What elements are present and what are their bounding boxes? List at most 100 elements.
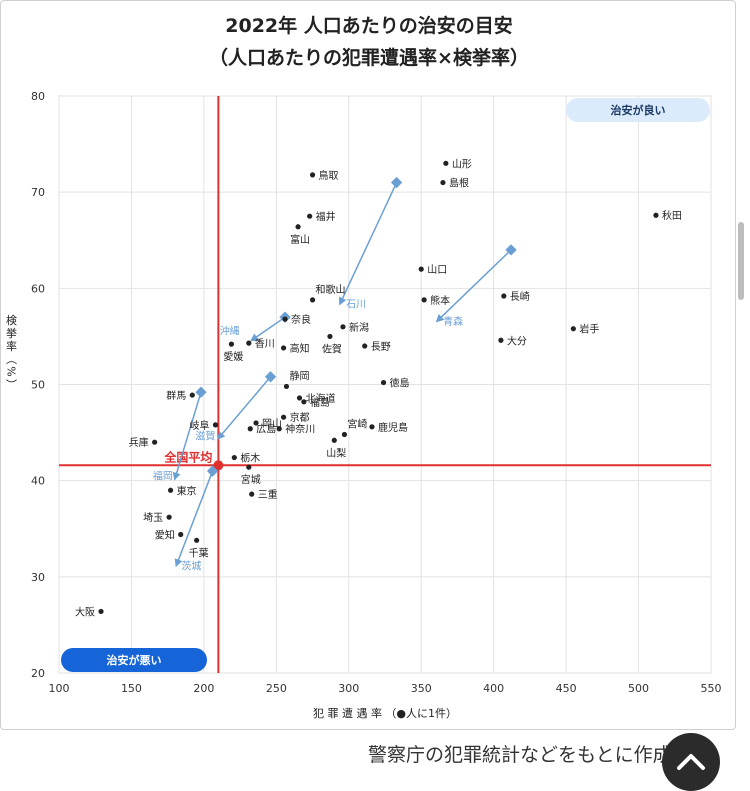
moved-prefecture-label: 茨城: [181, 559, 201, 572]
prefecture-label: 熊本: [430, 294, 450, 307]
x-tick-label: 100: [49, 682, 70, 695]
prefecture-point: [296, 395, 303, 401]
prefecture-label: 岡山: [262, 418, 282, 430]
prefecture-point: [178, 531, 184, 538]
prefecture-point: [212, 422, 219, 428]
prefecture-point: [309, 297, 316, 303]
prefecture-point: [331, 437, 337, 443]
prefecture-label: 和歌山: [316, 283, 346, 296]
previous-position-marker: [195, 386, 207, 398]
previous-position-marker: [206, 465, 219, 477]
prefecture-point: [246, 340, 252, 346]
prefecture-label: 大阪: [75, 605, 95, 618]
prefecture-label: 高知: [290, 342, 310, 355]
prefecture-point: [247, 426, 253, 432]
prefecture-label: 富山: [290, 233, 310, 246]
prefecture-point: [380, 379, 387, 386]
prefecture-label: 長崎: [510, 290, 530, 303]
prefecture-label: 島根: [449, 177, 469, 190]
prefecture-label: 山口: [427, 264, 447, 276]
y-tick-label: 30: [31, 571, 45, 584]
prefecture-point: [443, 160, 449, 166]
average-point: [213, 460, 224, 471]
prefecture-point: [301, 399, 307, 405]
previous-position-marker: [505, 244, 517, 256]
scatter-plot: 100 150 200 250 300 350 400 450 500 550 20 30 40 50 60…: [5, 90, 722, 720]
prefecture-label: 長野: [371, 341, 391, 353]
prefecture-label: 三重: [258, 488, 278, 501]
prefecture-point: [498, 337, 504, 343]
chevron-up-icon: [677, 754, 705, 770]
movement-arrow: [217, 376, 272, 440]
bad-quadrant-badge: [61, 648, 207, 672]
movement-arrow: [174, 470, 214, 568]
movement-arrow: [338, 182, 398, 306]
prefecture-label: 千葉: [189, 546, 209, 559]
prefecture-point: [295, 224, 301, 230]
x-tick-label: 450: [556, 682, 577, 695]
x-tick-label: 300: [338, 682, 359, 695]
prefecture-point: [231, 454, 237, 461]
prefecture-point: [282, 316, 288, 322]
prefecture-label: 北海道: [306, 392, 336, 405]
prefecture-point: [98, 608, 104, 615]
prefecture-label: 東京: [177, 484, 197, 497]
prefecture-label: 群馬: [166, 389, 186, 402]
prefecture-label: 香川: [255, 338, 275, 350]
y-tick-label: 80: [31, 90, 45, 103]
prefecture-label: 鳥取: [319, 169, 339, 182]
prefecture-point: [369, 424, 375, 430]
x-tick-label: 350: [411, 682, 432, 695]
good-quadrant-badge: [566, 98, 710, 122]
previous-position-marker: [264, 371, 277, 383]
x-tick-label: 550: [701, 682, 722, 695]
x-tick-label: 150: [121, 682, 142, 695]
prefecture-point: [501, 293, 507, 299]
prefecture-point: [570, 326, 576, 332]
prefecture-label: 愛知: [155, 529, 175, 542]
prefecture-point: [309, 172, 316, 178]
prefecture-point: [362, 343, 368, 349]
prefecture-point: [340, 324, 346, 330]
prefecture-point: [276, 426, 282, 432]
prefecture-label: 兵庫: [129, 436, 149, 449]
prefecture-point: [228, 341, 235, 347]
moved-prefecture-label: 滋賀: [195, 429, 215, 442]
y-tick-label: 60: [31, 282, 45, 295]
prefecture-label: 福島: [310, 396, 330, 409]
prefecture-point: [167, 487, 174, 493]
prefecture-label: 山梨: [326, 446, 346, 459]
prefecture-label: 佐賀: [322, 343, 342, 355]
chart-subtitle: （人口あたりの犯罪遭遇率×検挙率）: [209, 47, 529, 69]
prefecture-label: 岐阜: [189, 419, 209, 432]
prefecture-point: [283, 383, 290, 390]
prefecture-point: [280, 414, 287, 420]
prefecture-label: 広島: [256, 423, 276, 436]
prefecture-label: 大分: [507, 334, 527, 347]
prefecture-label: 愛媛: [223, 350, 243, 363]
prefecture-label: 奈良: [291, 313, 311, 326]
moved-prefecture-label: 青森: [443, 315, 463, 328]
good-quadrant-label: 治安が良い: [611, 103, 666, 117]
prefecture-label: 栃木: [240, 452, 260, 465]
y-tick-label: 40: [31, 475, 45, 488]
prefecture-label: 静岡: [289, 369, 309, 382]
prefecture-point: [194, 537, 200, 543]
y-axis-label: 検挙率（%）: [5, 313, 18, 392]
x-tick-label: 250: [266, 682, 287, 695]
moved-prefecture-label: 石川: [346, 300, 366, 311]
prefecture-point: [418, 266, 424, 272]
prefecture-label: 徳島: [390, 377, 410, 390]
x-tick-label: 400: [483, 682, 504, 695]
scrollbar[interactable]: [738, 222, 744, 300]
x-tick-label: 200: [193, 682, 214, 695]
prefecture-label: 神奈川: [285, 423, 315, 436]
x-axis-label: 犯 罪 遭 遇 率 （●人に1件）: [313, 706, 457, 720]
prefecture-label: 埼玉: [143, 511, 163, 524]
prefecture-label: 岩手: [579, 323, 599, 336]
prefecture-point: [280, 345, 287, 351]
scroll-top-button[interactable]: [662, 733, 720, 791]
prefecture-point: [152, 439, 158, 445]
prefecture-point: [440, 179, 446, 186]
y-tick-label: 70: [31, 186, 45, 199]
